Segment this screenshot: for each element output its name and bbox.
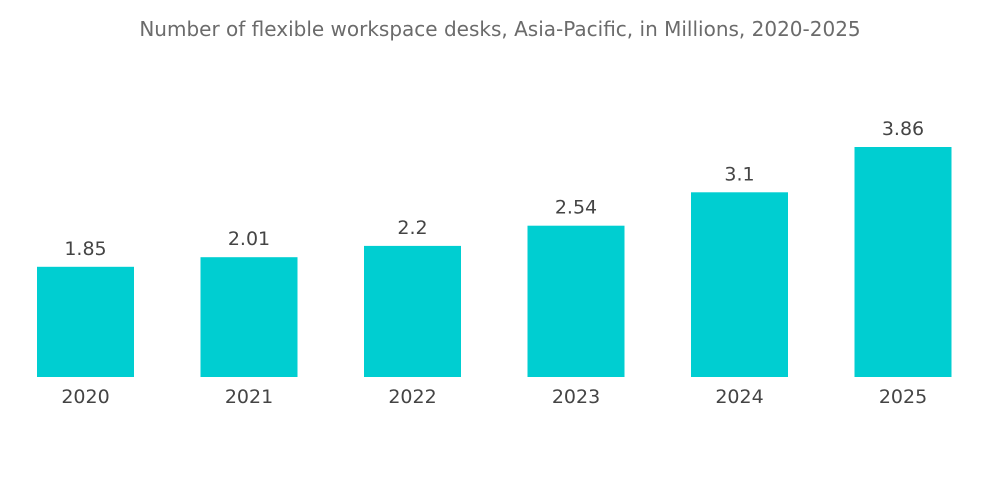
bar-2023 bbox=[527, 225, 625, 377]
value-label-2025: 3.86 bbox=[882, 118, 924, 140]
bar-2020 bbox=[37, 266, 134, 377]
x-tick-label-2024: 2024 bbox=[715, 386, 763, 408]
x-tick-label-2021: 2021 bbox=[225, 386, 273, 408]
value-label-2022: 2.2 bbox=[397, 217, 427, 239]
bar-2024 bbox=[691, 192, 788, 377]
bar-2021 bbox=[200, 257, 298, 377]
value-label-2024: 3.1 bbox=[724, 163, 754, 185]
x-tick-label-2025: 2025 bbox=[879, 386, 927, 408]
bar-2022 bbox=[364, 245, 461, 377]
value-label-2023: 2.54 bbox=[555, 197, 597, 219]
value-labels-group: 1.85 2.01 2.2 2.54 3.1 3.86 bbox=[64, 118, 924, 260]
value-label-2021: 2.01 bbox=[228, 228, 270, 250]
bar-2025 bbox=[854, 147, 952, 377]
value-label-2020: 1.85 bbox=[64, 238, 106, 260]
x-tick-label-2020: 2020 bbox=[61, 386, 109, 408]
x-tick-label-2023: 2023 bbox=[552, 386, 600, 408]
bars-group bbox=[37, 147, 952, 377]
chart-title: Number of flexible workspace desks, Asia… bbox=[139, 17, 861, 41]
x-tick-labels-group: 2020 2021 2022 2023 2024 2025 bbox=[61, 386, 927, 408]
x-tick-label-2022: 2022 bbox=[388, 386, 436, 408]
